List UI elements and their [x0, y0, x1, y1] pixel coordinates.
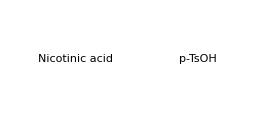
Text: p-TsOH: p-TsOH: [179, 53, 217, 64]
Text: Nicotinic acid: Nicotinic acid: [39, 53, 113, 64]
